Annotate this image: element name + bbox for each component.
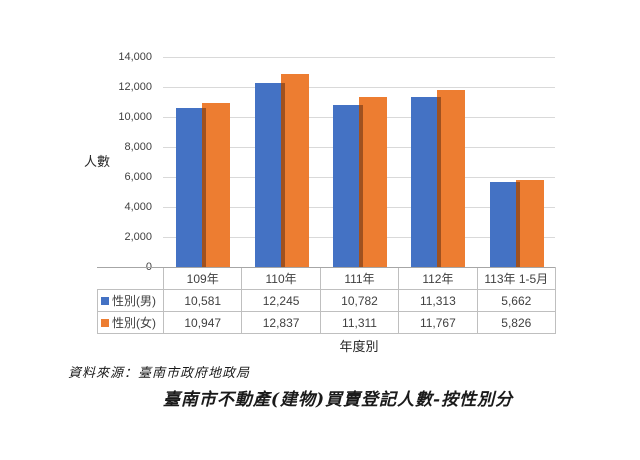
y-axis-tick-label: 4,000 [124, 201, 152, 213]
bar-male-109年 [176, 108, 207, 267]
bar-female-109年 [202, 102, 231, 267]
chart-title: 臺南市不動產(建物)買賣登記人數-按性別分 [162, 390, 514, 410]
table-value-cell: 5,662 [476, 289, 556, 312]
bar-female-113年 1-5月 [515, 179, 544, 267]
y-axis-tick-label: 2,000 [124, 231, 152, 243]
bar-overlap-110年 [280, 83, 285, 267]
y-axis-tick-label: 6,000 [124, 171, 152, 183]
table-value-cell: 10,782 [319, 289, 400, 312]
x-axis-line [97, 267, 555, 268]
bar-overlap-111年 [359, 105, 363, 267]
bar-overlap-113年 1-5月 [515, 182, 520, 267]
table-value-cell: 10,581 [163, 289, 243, 312]
table-value-cell: 12,245 [241, 289, 321, 312]
table-category-header: 113年 1-5月 [476, 267, 556, 290]
table-value-cell: 11,767 [398, 311, 478, 334]
table-category-header: 112年 [398, 267, 478, 290]
table-category-header: 109年 [163, 267, 243, 290]
x-axis-title: 年度別 [339, 340, 379, 355]
table-value-cell: 5,826 [476, 311, 556, 334]
table-value-cell: 12,837 [241, 311, 321, 334]
bar-female-111年 [359, 97, 387, 267]
bar-female-112年 [437, 90, 466, 267]
table-value-cell: 10,947 [163, 311, 243, 334]
legend-swatch-male [101, 296, 109, 305]
table-category-header: 111年 [319, 267, 400, 290]
table-row-header-series: 性別(女) [97, 311, 164, 334]
bar-male-112年 [411, 97, 442, 267]
y-axis-tick-label: 10,000 [118, 111, 152, 123]
bar-male-111年 [333, 105, 363, 267]
y-gridline [163, 87, 555, 88]
bar-male-113年 1-5月 [489, 182, 520, 267]
table-value-cell: 11,313 [398, 289, 478, 312]
bar-female-110年 [280, 74, 309, 267]
bar-overlap-112年 [437, 97, 442, 267]
source-note: 資料來源：臺南市政府地政局 [68, 366, 251, 381]
legend-label: 性別(男) [112, 294, 156, 308]
legend-label: 性別(女) [112, 316, 156, 330]
y-gridline [163, 57, 555, 58]
y-axis-tick-label: 14,000 [118, 51, 152, 63]
bar-overlap-109年 [202, 108, 207, 267]
y-axis-title: 人數 [84, 155, 111, 170]
table-row-header-series: 性別(男) [97, 289, 164, 312]
table-value-cell: 11,311 [319, 311, 400, 334]
bar-male-110年 [254, 83, 285, 267]
y-axis-tick-label: 8,000 [124, 141, 152, 153]
legend-swatch-female [101, 318, 109, 327]
y-axis-tick-label: 12,000 [118, 81, 152, 93]
table-category-header: 110年 [241, 267, 321, 290]
